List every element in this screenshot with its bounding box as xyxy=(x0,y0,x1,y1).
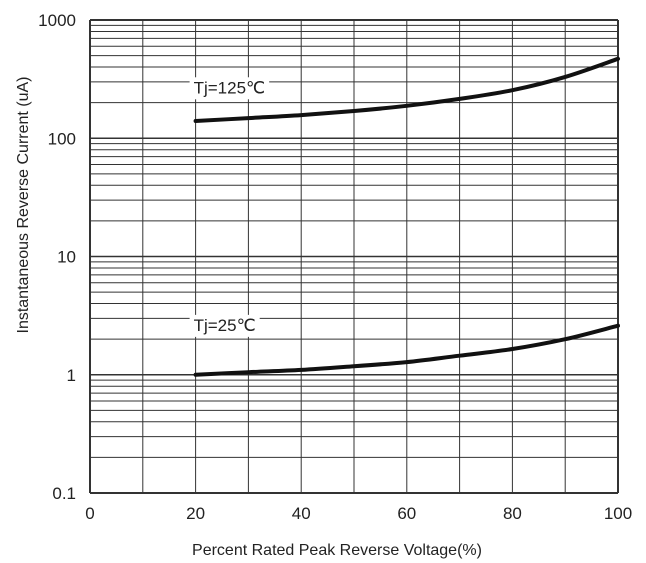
y-tick-label: 0.1 xyxy=(52,484,76,503)
x-tick-label: 100 xyxy=(604,504,632,523)
series-line xyxy=(193,56,620,123)
series-label-background xyxy=(189,77,270,100)
x-tick-label: 40 xyxy=(292,504,311,523)
series-line xyxy=(193,323,620,377)
y-axis-label: Instantaneous Reverse Current (uA) xyxy=(15,76,32,333)
x-tick-label: 0 xyxy=(85,504,94,523)
series-label: Tj=25℃ xyxy=(194,316,256,335)
y-tick-label: 1 xyxy=(67,366,76,385)
y-tick-label: 100 xyxy=(48,129,76,148)
series-label-background xyxy=(189,314,260,337)
y-tick-labels: 0.1 1 10 100 1000 xyxy=(38,11,76,503)
curve-labels: Tj=125℃ Tj=25℃ xyxy=(189,77,270,337)
series-label: Tj=125℃ xyxy=(194,78,266,97)
x-tick-label: 80 xyxy=(503,504,522,523)
curves xyxy=(193,56,620,377)
x-tick-labels: 0 20 40 60 80 100 xyxy=(85,504,632,523)
x-tick-label: 60 xyxy=(397,504,416,523)
x-axis-label: Percent Rated Peak Reverse Voltage(%) xyxy=(192,542,482,559)
y-tick-label: 10 xyxy=(57,248,76,267)
x-tick-label: 20 xyxy=(186,504,205,523)
grid xyxy=(89,19,619,494)
y-tick-label: 1000 xyxy=(38,11,76,30)
